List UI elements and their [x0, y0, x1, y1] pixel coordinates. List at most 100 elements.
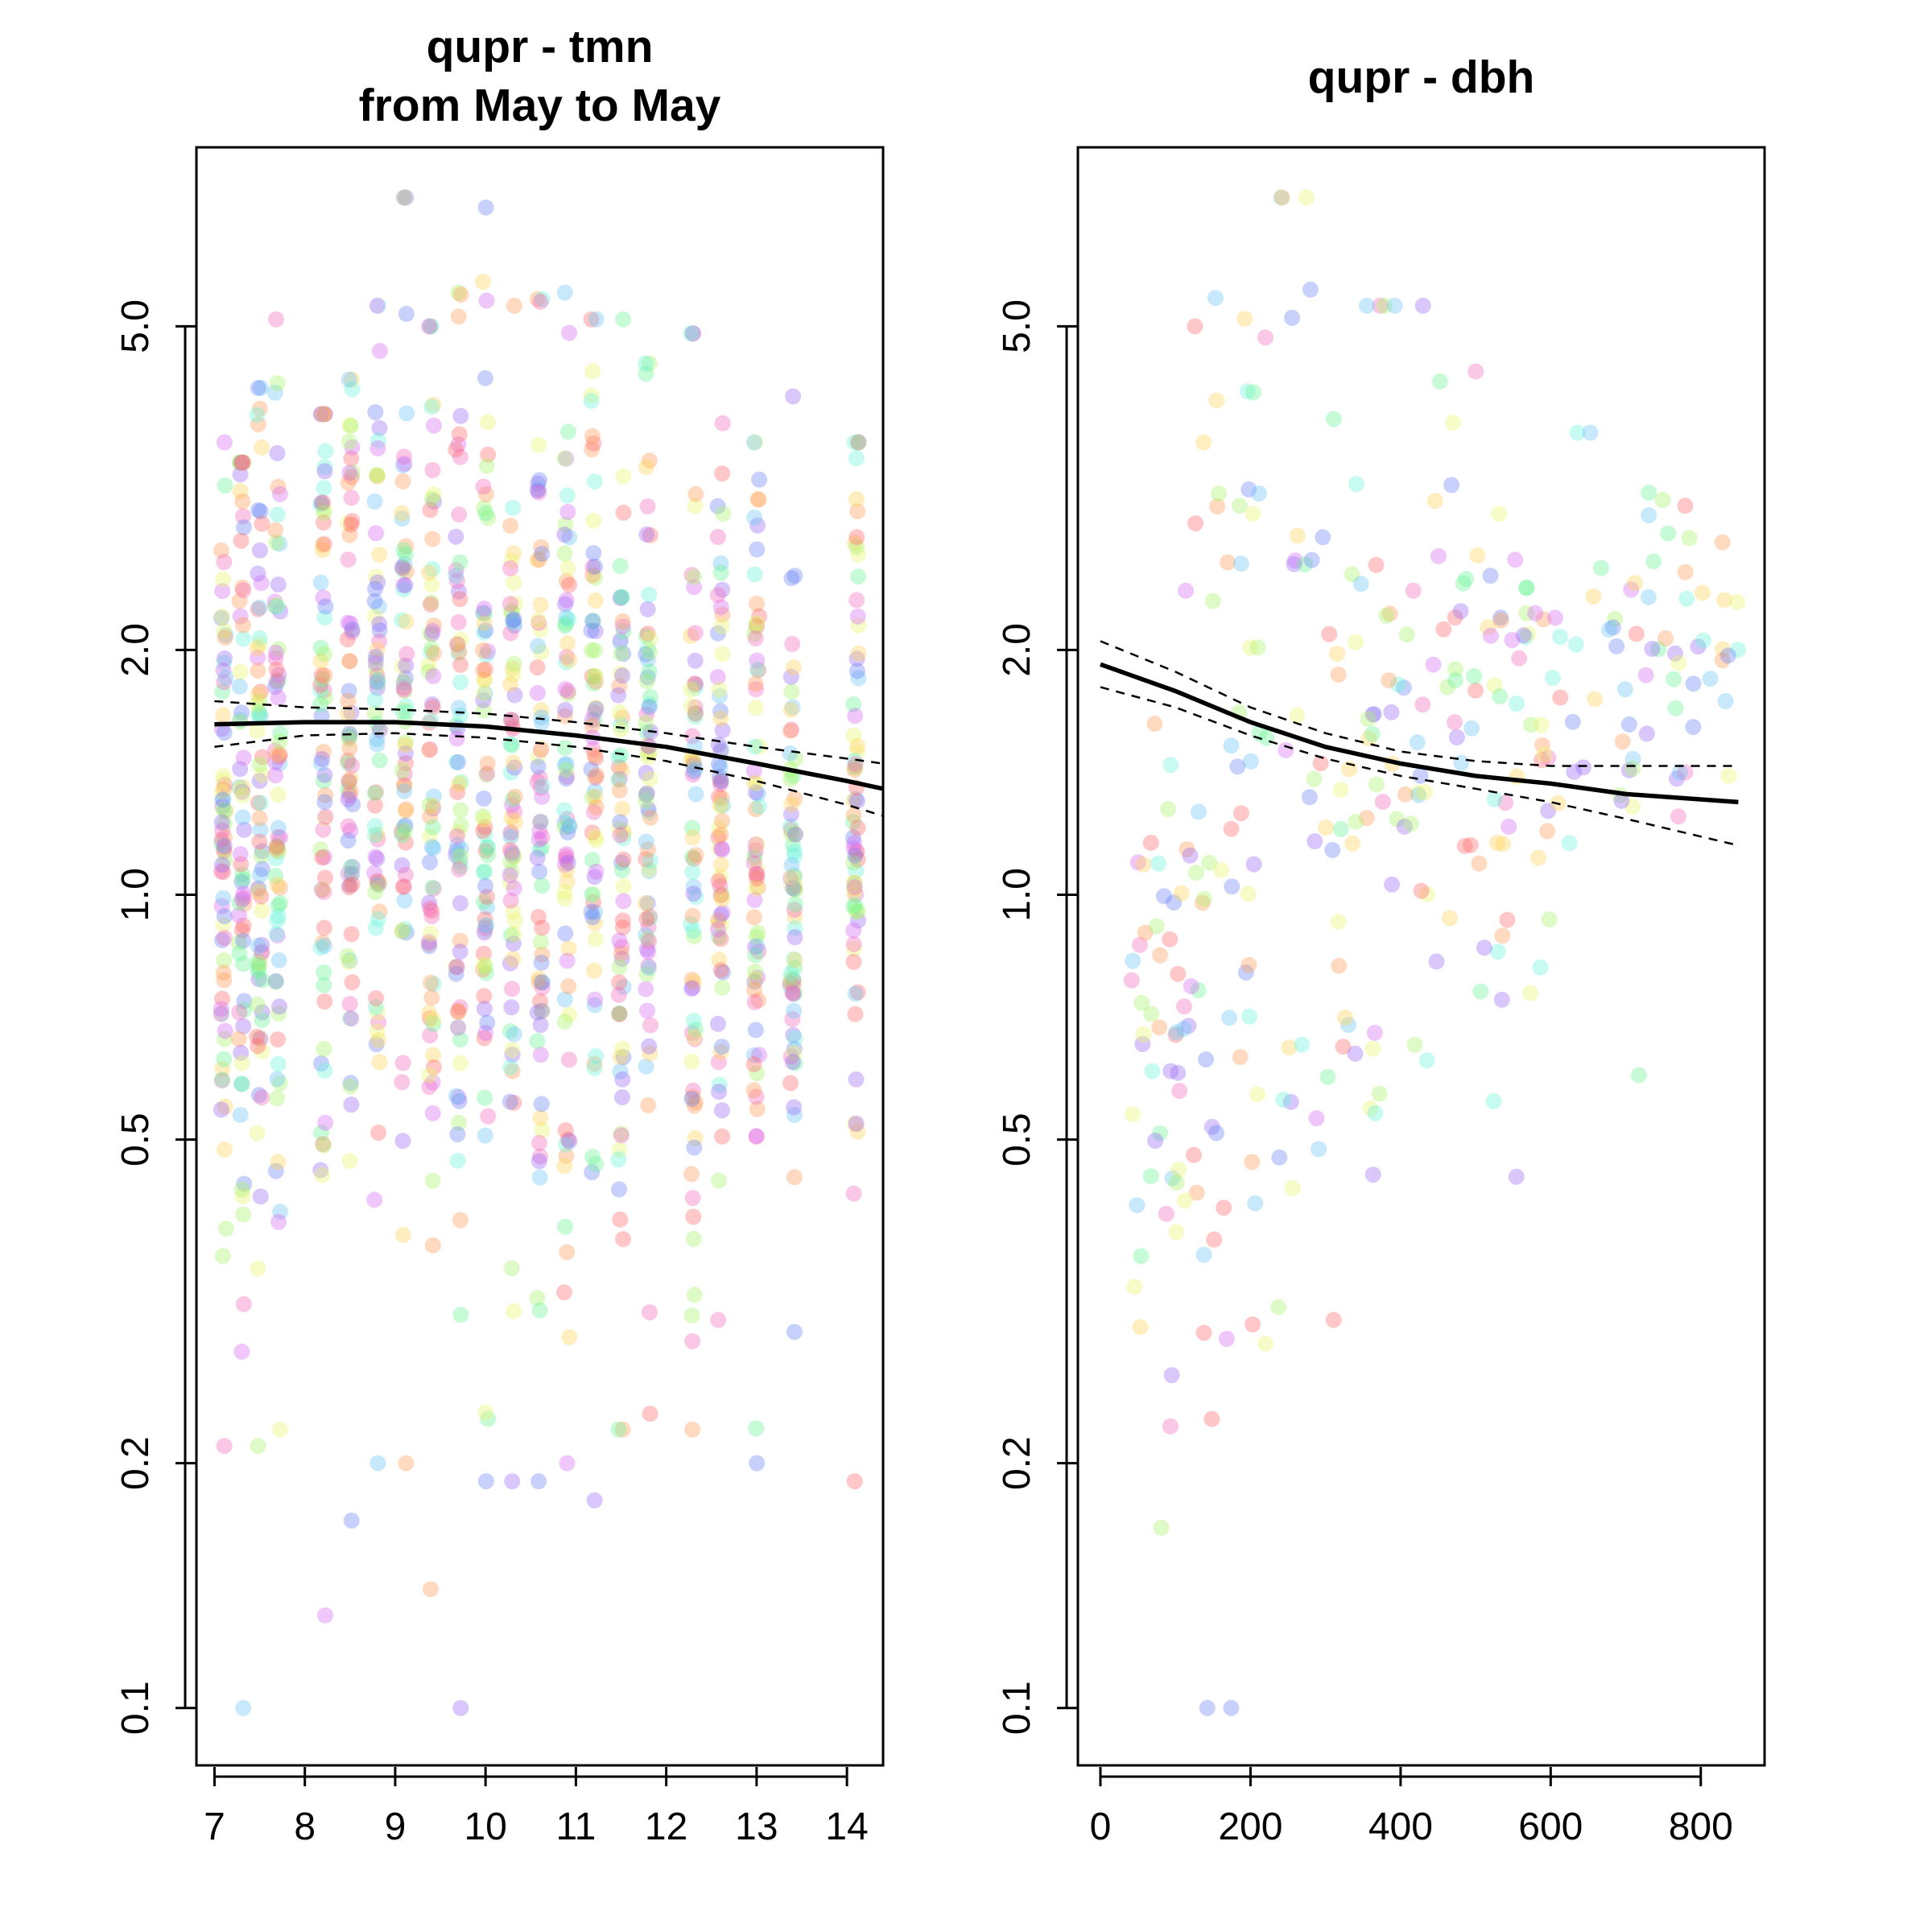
data-point — [232, 454, 249, 471]
data-point — [614, 1040, 631, 1057]
data-point — [687, 786, 704, 803]
data-point — [1535, 611, 1552, 628]
data-point — [214, 583, 231, 600]
data-point — [236, 993, 253, 1009]
data-point — [270, 819, 287, 836]
data-point — [269, 445, 286, 461]
data-point — [398, 305, 415, 322]
data-point — [314, 935, 331, 952]
data-point — [557, 702, 574, 718]
data-point — [479, 414, 496, 431]
data-point — [712, 564, 729, 581]
data-point — [1302, 281, 1319, 298]
data-point — [1195, 1246, 1212, 1263]
data-point — [584, 741, 601, 758]
data-point — [638, 715, 654, 731]
data-point — [316, 743, 332, 760]
data-point — [1398, 626, 1415, 643]
data-point — [216, 952, 233, 969]
data-point — [709, 669, 726, 686]
data-point — [426, 645, 442, 662]
data-point — [1156, 888, 1172, 905]
data-point — [1204, 592, 1221, 609]
data-point — [426, 486, 442, 502]
data-point — [233, 704, 250, 721]
data-point — [714, 646, 731, 663]
data-point — [586, 747, 603, 763]
data-point — [748, 774, 765, 791]
data-point — [476, 1030, 493, 1046]
data-point — [559, 873, 576, 890]
data-point — [422, 625, 439, 642]
data-point — [396, 555, 413, 572]
data-point — [478, 917, 494, 934]
data-point — [233, 1181, 250, 1198]
data-point — [785, 972, 802, 989]
data-point — [474, 808, 491, 825]
data-point — [448, 753, 464, 770]
data-point — [1162, 931, 1179, 947]
data-point — [587, 931, 604, 947]
data-point — [449, 1126, 466, 1143]
data-point — [506, 1026, 522, 1042]
data-point — [782, 975, 799, 992]
data-point — [1620, 716, 1637, 733]
data-point — [1729, 593, 1746, 610]
data-point — [638, 980, 654, 997]
data-point — [1173, 885, 1190, 902]
data-point — [687, 625, 704, 642]
data-point — [252, 683, 269, 700]
data-point — [685, 753, 702, 770]
data-point — [687, 705, 704, 722]
data-point — [712, 687, 728, 704]
data-point — [750, 662, 767, 679]
data-point — [424, 819, 441, 836]
data-point — [1410, 784, 1426, 801]
data-point — [561, 1329, 578, 1346]
data-point — [1608, 638, 1625, 654]
data-point — [217, 630, 233, 646]
data-point — [784, 836, 801, 853]
data-point — [751, 1046, 768, 1063]
data-point — [213, 1072, 230, 1089]
data-point — [213, 1101, 229, 1118]
data-point — [1522, 716, 1539, 733]
data-point — [1378, 607, 1395, 624]
data-point — [1297, 556, 1313, 573]
data-point — [584, 613, 601, 630]
data-point — [1677, 497, 1694, 514]
data-point — [217, 829, 233, 846]
data-point — [847, 898, 864, 914]
data-point — [341, 787, 358, 804]
data-point — [640, 943, 657, 960]
data-point — [1463, 720, 1480, 737]
data-point — [266, 597, 283, 614]
data-point — [685, 923, 702, 939]
data-point — [587, 914, 603, 931]
data-point — [317, 786, 334, 803]
data-point — [556, 708, 573, 724]
data-point — [785, 977, 802, 993]
data-point — [1685, 675, 1702, 692]
data-point — [251, 704, 268, 721]
data-point — [340, 515, 357, 532]
data-point — [561, 324, 577, 341]
data-point — [371, 903, 388, 920]
data-point — [421, 741, 438, 758]
data-point — [530, 1473, 547, 1490]
data-point — [504, 604, 521, 621]
data-point — [611, 974, 628, 991]
data-point — [558, 851, 575, 868]
data-point — [394, 658, 411, 675]
data-point — [316, 884, 332, 900]
data-point — [749, 652, 766, 669]
data-point — [786, 1323, 803, 1340]
data-point — [638, 646, 654, 663]
data-point — [503, 737, 520, 753]
data-point — [271, 755, 288, 772]
data-point — [476, 601, 493, 617]
data-point — [271, 998, 287, 1015]
data-point — [272, 894, 289, 911]
data-point — [557, 848, 574, 865]
data-point — [235, 749, 252, 766]
